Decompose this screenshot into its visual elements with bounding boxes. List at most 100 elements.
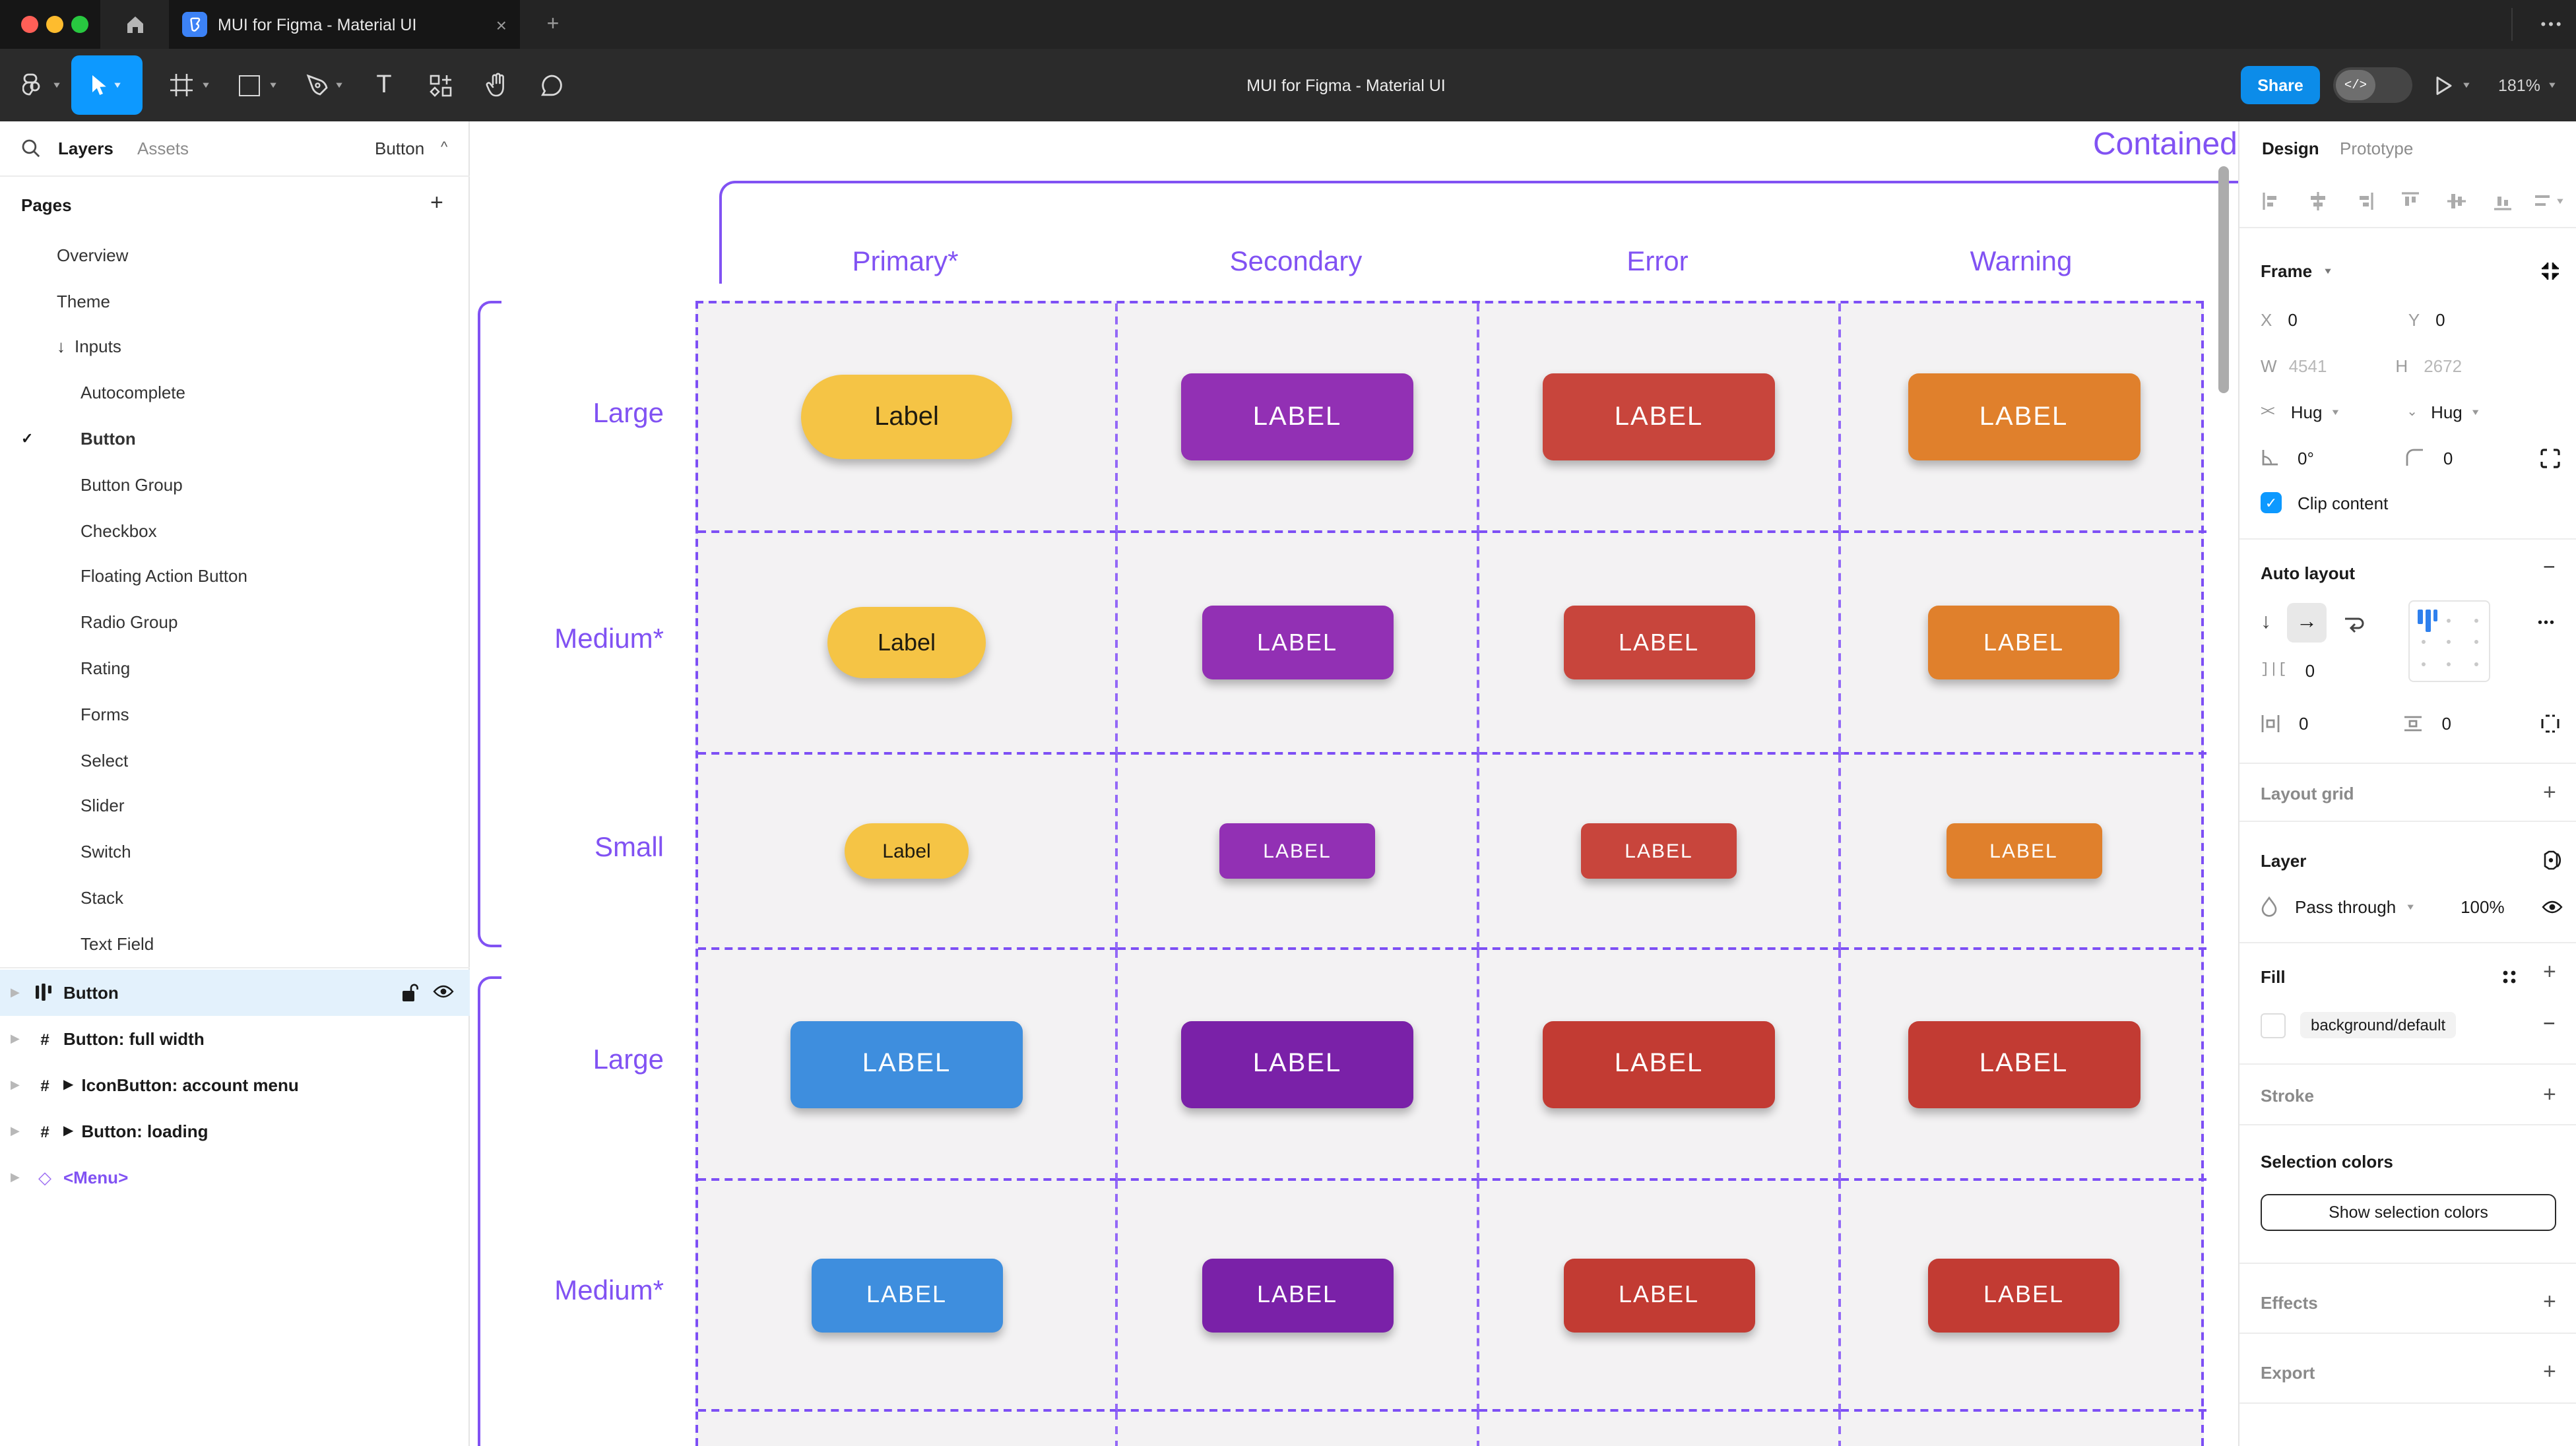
pen-tool-chevron-icon[interactable]: ▼: [334, 80, 344, 90]
button-secondary-large[interactable]: LABEL: [1181, 373, 1413, 460]
rotation-value[interactable]: 0°: [2298, 448, 2314, 468]
page-item-checkbox[interactable]: Checkbox: [80, 520, 157, 541]
layout-vertical-icon[interactable]: ↓: [2261, 611, 2271, 633]
expand-chevron-icon[interactable]: ▶: [11, 1170, 20, 1183]
button-secondary-small[interactable]: LABEL: [1219, 823, 1375, 879]
button-warning-small[interactable]: LABEL: [1946, 823, 2102, 879]
search-icon[interactable]: [21, 139, 41, 158]
home-tab-button[interactable]: [100, 0, 169, 49]
page-item-slider[interactable]: Slider: [80, 796, 125, 816]
page-item-text-field[interactable]: Text Field: [80, 933, 154, 954]
page-item-forms[interactable]: Forms: [80, 704, 129, 724]
page-item-autocomplete[interactable]: Autocomplete: [80, 383, 185, 403]
independent-corners-icon[interactable]: [2540, 448, 2560, 468]
main-menu-button[interactable]: [13, 49, 50, 121]
page-item-stack[interactable]: Stack: [80, 888, 124, 908]
h-value[interactable]: 2672: [2424, 356, 2463, 375]
new-tab-button[interactable]: +: [546, 13, 560, 35]
button-contained-secondary-large[interactable]: LABEL: [1181, 1021, 1413, 1108]
close-window-button[interactable]: [21, 16, 38, 33]
button-secondary-medium[interactable]: LABEL: [1202, 606, 1393, 679]
canvas[interactable]: Contained Primary* Secondary Error Warni…: [470, 121, 2238, 1446]
layout-grid-header[interactable]: Layout grid +: [2239, 778, 2576, 807]
x-value[interactable]: 0: [2288, 309, 2298, 329]
dev-mode-toggle[interactable]: </>: [2333, 67, 2412, 103]
button-contained-warning-medium[interactable]: LABEL: [1928, 1258, 2119, 1332]
frame-title-contained[interactable]: Contained: [2093, 127, 2238, 162]
button-contained-secondary-medium[interactable]: LABEL: [1202, 1258, 1393, 1332]
document-tab[interactable]: MUI for Figma - Material UI ×: [169, 0, 520, 49]
button-warning-medium[interactable]: LABEL: [1928, 606, 2119, 679]
page-item-select[interactable]: Select: [80, 750, 129, 770]
export-section-header[interactable]: Export +: [2239, 1358, 2576, 1387]
collapse-pages-icon[interactable]: ^: [441, 140, 448, 156]
hand-tool-button[interactable]: [475, 49, 517, 121]
add-stroke-icon[interactable]: +: [2543, 1082, 2556, 1107]
page-item-button-group[interactable]: Button Group: [80, 474, 183, 495]
zoom-menu[interactable]: 181% ▼: [2498, 76, 2558, 94]
move-tool-button[interactable]: ▼: [71, 55, 143, 115]
expand-chevron-icon[interactable]: ▶: [11, 986, 20, 999]
align-right-icon[interactable]: [2354, 191, 2374, 210]
clip-content-row[interactable]: ✓ Clip content: [2239, 488, 2576, 517]
align-h-center-icon[interactable]: [2308, 191, 2328, 210]
corner-radius-value[interactable]: 0: [2443, 448, 2453, 468]
button-contained-error-medium[interactable]: LABEL: [1563, 1258, 1755, 1332]
stroke-section-header[interactable]: Stroke +: [2239, 1081, 2576, 1110]
alignment-pad[interactable]: [2408, 600, 2490, 682]
frame-tool-button[interactable]: [161, 49, 201, 121]
fill-row[interactable]: background/default −: [2239, 1008, 2576, 1042]
comment-tool-button[interactable]: [531, 49, 573, 121]
align-v-center-icon[interactable]: [2447, 191, 2466, 210]
horizontal-resizing-value[interactable]: Hug: [2290, 402, 2323, 422]
tab-design[interactable]: Design: [2262, 139, 2319, 158]
shape-tool-button[interactable]: [230, 49, 269, 121]
gap-value[interactable]: 0: [2305, 660, 2315, 680]
pen-tool-button[interactable]: [296, 49, 338, 121]
visibility-eye-icon[interactable]: [433, 983, 454, 1000]
resources-tool-button[interactable]: [420, 49, 462, 121]
layout-horizontal-icon-selected[interactable]: →: [2287, 603, 2327, 643]
vertical-padding-value[interactable]: 0: [2441, 713, 2451, 733]
distribute-menu-icon[interactable]: ▼: [2535, 195, 2565, 206]
page-item-inputs[interactable]: ↓ Inputs: [57, 336, 121, 357]
add-effect-icon[interactable]: +: [2543, 1289, 2556, 1314]
show-selection-colors-button[interactable]: Show selection colors: [2261, 1194, 2556, 1231]
layout-wrap-icon[interactable]: [2342, 612, 2366, 633]
expand-chevron-icon[interactable]: ▶: [11, 1124, 20, 1137]
text-tool-button[interactable]: T: [364, 49, 404, 121]
auto-layout-more-icon[interactable]: •••: [2538, 615, 2556, 630]
add-page-icon[interactable]: +: [430, 190, 443, 215]
layer-row-menu-component[interactable]: ▶ ◇ <Menu>: [0, 1154, 470, 1201]
align-left-icon[interactable]: [2262, 191, 2282, 210]
styles-grid-icon[interactable]: [2501, 968, 2518, 986]
frame-tool-chevron-icon[interactable]: ▼: [201, 80, 211, 90]
button-error-large[interactable]: LABEL: [1543, 373, 1775, 460]
align-bottom-icon[interactable]: [2493, 191, 2513, 210]
page-item-fab[interactable]: Floating Action Button: [80, 566, 247, 586]
tab-assets[interactable]: Assets: [137, 139, 189, 158]
button-primary-medium[interactable]: Label: [827, 607, 986, 678]
opacity-value[interactable]: 100%: [2461, 896, 2505, 916]
page-item-theme[interactable]: Theme: [57, 291, 110, 311]
individual-padding-icon[interactable]: [2540, 713, 2560, 733]
button-primary-large[interactable]: Label: [801, 375, 1012, 459]
button-warning-large[interactable]: LABEL: [1908, 373, 2140, 460]
align-top-icon[interactable]: [2400, 191, 2420, 210]
zoom-window-button[interactable]: [71, 16, 88, 33]
remove-auto-layout-icon[interactable]: −: [2543, 557, 2556, 579]
expand-chevron-icon[interactable]: ▶: [11, 1032, 20, 1045]
layer-visibility-eye-icon[interactable]: [2542, 898, 2563, 915]
frame-section-header[interactable]: Frame ▼: [2239, 253, 2576, 288]
page-item-overview[interactable]: Overview: [57, 245, 129, 265]
minimize-window-button[interactable]: [46, 16, 63, 33]
layer-row-button-loading[interactable]: ▶ # ▶ Button: loading: [0, 1108, 470, 1154]
layer-row-iconbutton-account-menu[interactable]: ▶ # ▶ IconButton: account menu: [0, 1062, 470, 1108]
button-error-medium[interactable]: LABEL: [1563, 606, 1755, 679]
fill-style-token[interactable]: background/default: [2300, 1012, 2457, 1038]
window-more-icon[interactable]: •••: [2540, 16, 2564, 32]
button-error-small[interactable]: LABEL: [1581, 823, 1737, 879]
page-item-switch[interactable]: Switch: [80, 842, 131, 862]
button-contained-primary-large[interactable]: LABEL: [790, 1021, 1023, 1108]
button-contained-primary-medium[interactable]: LABEL: [811, 1258, 1002, 1332]
